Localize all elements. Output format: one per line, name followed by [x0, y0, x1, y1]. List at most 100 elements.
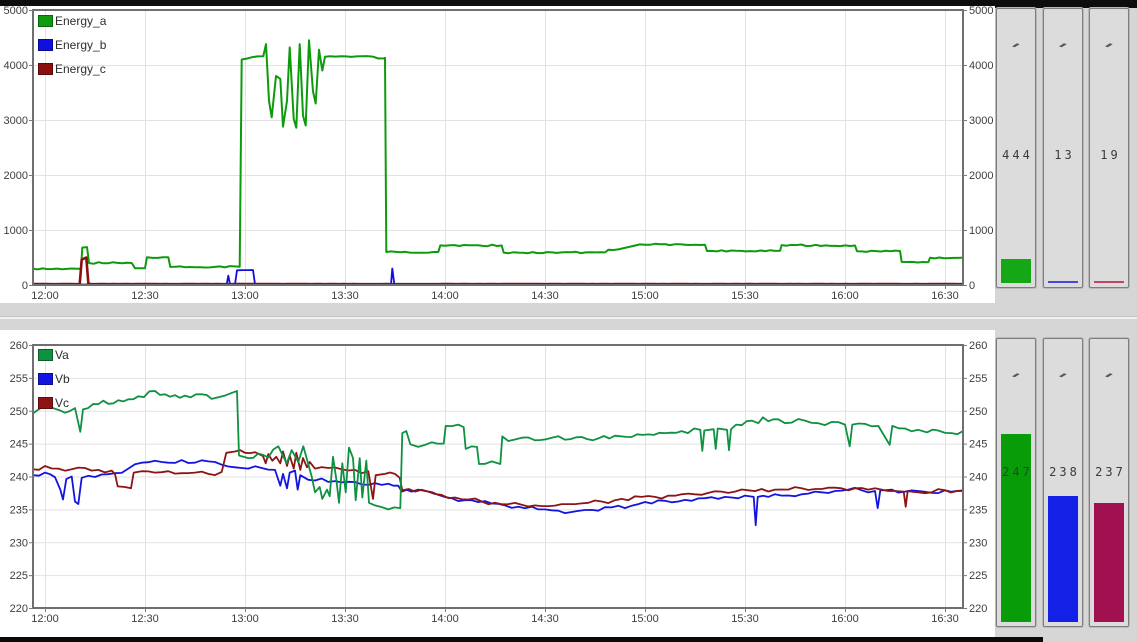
- bottom-window-edge: [0, 637, 1043, 642]
- x-axis-label: 13:00: [231, 613, 259, 625]
- voltage-trend-chart-mount: 220 220 225 225 230 230 235 235 240 240 245 245 250 2…: [0, 330, 995, 642]
- gauge-value: 19: [1100, 148, 1121, 162]
- x-axis-label: 13:30: [331, 290, 359, 302]
- pencil-icon[interactable]: [1012, 365, 1021, 383]
- x-axis-label: 14:00: [431, 290, 459, 302]
- x-axis-label: 16:30: [931, 613, 959, 625]
- gauge-va[interactable]: 247: [996, 338, 1036, 627]
- legend-label: Energy_b: [55, 37, 107, 52]
- axis-ticks: [29, 10, 967, 289]
- pencil-icon[interactable]: [1012, 35, 1021, 53]
- legend-item-vc[interactable]: Vc: [38, 396, 70, 410]
- y-axis-label-right: 250: [969, 406, 987, 418]
- gauge-energy-b[interactable]: 13: [1043, 8, 1083, 288]
- x-axis-label: 14:30: [531, 290, 559, 302]
- x-axis-label: 15:30: [731, 290, 759, 302]
- gauge-fill-bar: [1094, 281, 1124, 283]
- y-axis-label-right: 3000: [969, 115, 993, 127]
- legend-label: Energy_c: [55, 61, 106, 76]
- y-axis-label-right: 255: [969, 373, 987, 385]
- series-va: [32, 390, 964, 511]
- x-axis-label: 15:00: [631, 613, 659, 625]
- gauge-vb[interactable]: 238: [1043, 338, 1083, 627]
- axis-labels: 220 220 225 225 230 230 235 235 240 240 245 245 250 2…: [10, 340, 988, 625]
- x-axis-label: 16:30: [931, 290, 959, 302]
- energy-trend-chart[interactable]: 0 0 1000 1000 2000 2000 3000 3000 4000 4000 5000 50…: [0, 5, 995, 303]
- voltage-trend-chart[interactable]: 220 220 225 225 230 230 235 235 240 240 245 245 250 2…: [0, 330, 995, 637]
- energy-legend: Energy_a Energy_b Energy_c: [38, 14, 106, 76]
- y-axis-label-left: 250: [10, 406, 28, 418]
- legend-item-energy_b[interactable]: Energy_b: [38, 38, 106, 52]
- y-axis-label-left: 220: [10, 603, 28, 615]
- legend-item-va[interactable]: Va: [38, 348, 70, 362]
- energy-trend-chart-mount: 0 0 1000 1000 2000 2000 3000 3000 4000 4000 5000 50…: [0, 5, 995, 308]
- legend-label: Va: [55, 347, 69, 362]
- legend-item-energy_c[interactable]: Energy_c: [38, 62, 106, 76]
- x-axis-label: 13:30: [331, 613, 359, 625]
- gauge-fill-bar: [1001, 259, 1031, 283]
- y-axis-label-right: 1000: [969, 225, 993, 237]
- gauge-value: 13: [1054, 148, 1075, 162]
- y-axis-label-left: 2000: [4, 170, 28, 182]
- x-axis-label: 13:00: [231, 290, 259, 302]
- axis-labels: 0 0 1000 1000 2000 2000 3000 3000 4000 4000 5000 50…: [4, 5, 994, 302]
- voltage-gauges: 247 238 237: [995, 338, 1137, 627]
- y-axis-label-right: 4000: [969, 60, 993, 72]
- gauge-energy-c[interactable]: 19: [1089, 8, 1129, 288]
- y-axis-label-left: 3000: [4, 115, 28, 127]
- gauge-value: 444: [1002, 148, 1033, 162]
- x-axis-label: 14:30: [531, 613, 559, 625]
- y-axis-label-right: 260: [969, 340, 987, 352]
- pencil-icon[interactable]: [1059, 35, 1068, 53]
- gauge-fill-bar: [1094, 503, 1124, 622]
- series-energy_a: [32, 39, 964, 271]
- legend-swatch-icon: [38, 63, 53, 75]
- x-axis-label: 12:30: [131, 290, 159, 302]
- y-axis-label-left: 1000: [4, 225, 28, 237]
- voltage-legend: Va Vb Vc: [38, 348, 70, 410]
- gridlines: [33, 10, 963, 285]
- top-window-edge: [0, 0, 1137, 6]
- y-axis-label-left: 240: [10, 472, 28, 484]
- gauge-fill-bar: [1048, 496, 1078, 622]
- legend-swatch-icon: [38, 397, 53, 409]
- gauge-value: 247: [1002, 465, 1033, 480]
- gauge-vc[interactable]: 237: [1089, 338, 1129, 627]
- gauge-value: 237: [1095, 465, 1126, 480]
- gauge-well: [1048, 13, 1078, 283]
- energy-gauges: 444 13 19: [995, 8, 1137, 288]
- y-axis-label-left: 0: [22, 280, 28, 292]
- x-axis-label: 15:00: [631, 290, 659, 302]
- gauge-energy-a[interactable]: 444: [996, 8, 1036, 288]
- pencil-icon[interactable]: [1105, 365, 1114, 383]
- y-axis-label-left: 260: [10, 340, 28, 352]
- legend-item-energy_a[interactable]: Energy_a: [38, 14, 106, 28]
- y-axis-label-left: 255: [10, 373, 28, 385]
- legend-swatch-icon: [38, 39, 53, 51]
- legend-label: Energy_a: [55, 13, 107, 28]
- gauge-fill-bar: [1001, 433, 1031, 622]
- y-axis-label-left: 230: [10, 537, 28, 549]
- legend-label: Vb: [55, 371, 70, 386]
- legend-item-vb[interactable]: Vb: [38, 372, 70, 386]
- y-axis-label-left: 245: [10, 439, 28, 451]
- panel-divider: [0, 316, 1137, 319]
- x-axis-label: 14:00: [431, 613, 459, 625]
- legend-swatch-icon: [38, 373, 53, 385]
- y-axis-label-right: 235: [969, 504, 987, 516]
- gauge-well: [1048, 343, 1078, 622]
- series-vc: [32, 449, 964, 508]
- gauge-well: [1094, 343, 1124, 622]
- y-axis-label-left: 4000: [4, 60, 28, 72]
- x-axis-label: 12:30: [131, 613, 159, 625]
- gridlines: [33, 345, 963, 608]
- legend-swatch-icon: [38, 15, 53, 27]
- y-axis-label-right: 245: [969, 439, 987, 451]
- pencil-icon[interactable]: [1059, 365, 1068, 383]
- gauge-fill-bar: [1048, 281, 1078, 283]
- gauge-well: [1001, 13, 1031, 283]
- legend-label: Vc: [55, 395, 70, 410]
- pencil-icon[interactable]: [1105, 35, 1114, 53]
- y-axis-label-left: 225: [10, 570, 28, 582]
